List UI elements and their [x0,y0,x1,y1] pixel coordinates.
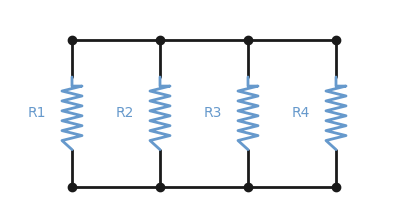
Text: R3: R3 [204,106,222,120]
Text: R4: R4 [292,106,310,120]
Text: R2: R2 [116,106,134,120]
Text: R1: R1 [28,106,46,120]
